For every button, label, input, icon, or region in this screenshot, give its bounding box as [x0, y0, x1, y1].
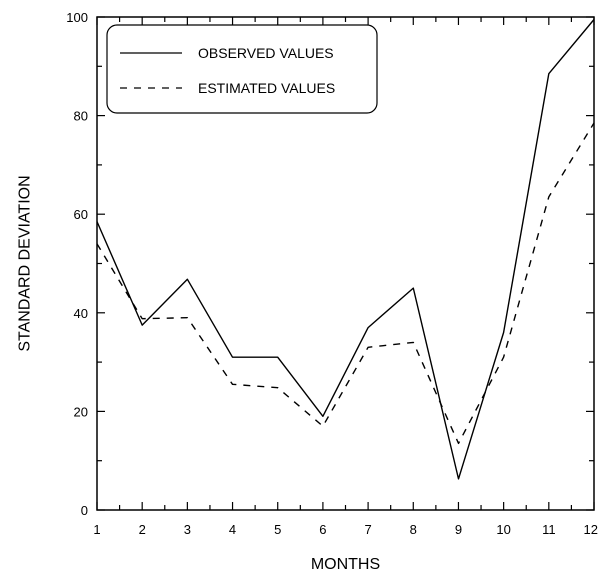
series-layer	[96, 19, 595, 480]
x-tick-label: 5	[274, 522, 281, 537]
series-line-estimated	[96, 122, 595, 445]
y-tick-label: 100	[66, 10, 88, 25]
x-tick-label: 4	[229, 522, 236, 537]
x-tick-label: 10	[496, 522, 510, 537]
y-axis-title: STANDARD DEVIATION	[17, 175, 34, 351]
y-axis: 0 20 40 60 80 100	[66, 10, 594, 518]
y-tick-label: 60	[74, 207, 88, 222]
x-tick-label: 12	[584, 522, 598, 537]
y-tick-label: 40	[74, 306, 88, 321]
x-axis: 1 2 3 4 5 6 7 8 9 10 11 12	[93, 17, 598, 537]
legend-label-observed: OBSERVED VALUES	[198, 45, 334, 61]
y-tick-label: 0	[81, 503, 88, 518]
x-tick-label: 2	[139, 522, 146, 537]
legend-box	[106, 24, 378, 114]
x-tick-label: 1	[93, 522, 100, 537]
x-tick-label: 11	[542, 522, 556, 537]
x-axis-title: MONTHS	[311, 556, 380, 573]
x-tick-label: 6	[319, 522, 326, 537]
series-line-observed	[96, 19, 595, 480]
y-tick-label: 80	[74, 109, 88, 124]
legend: OBSERVED VALUES ESTIMATED VALUES	[106, 24, 378, 114]
x-tick-label: 8	[410, 522, 417, 537]
x-tick-label: 7	[364, 522, 371, 537]
y-tick-label: 20	[74, 404, 88, 419]
x-tick-label: 9	[455, 522, 462, 537]
legend-label-estimated: ESTIMATED VALUES	[198, 80, 335, 96]
x-tick-label: 3	[184, 522, 191, 537]
